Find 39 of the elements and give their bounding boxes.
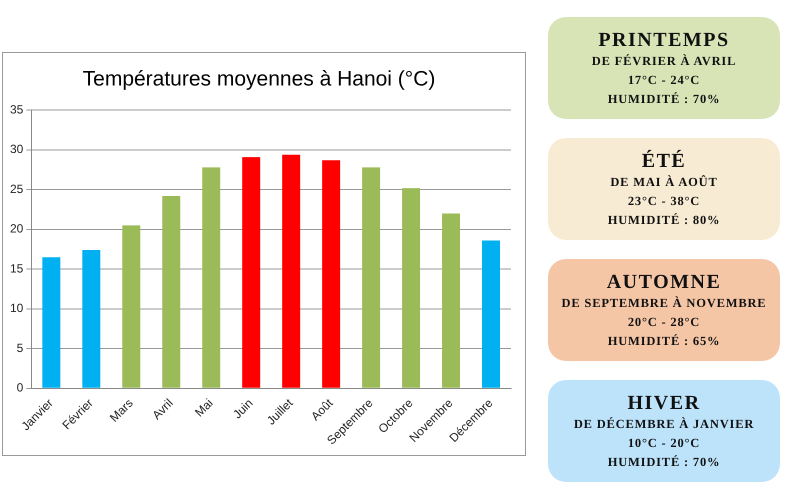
text: DE SEPTEMBRE À NOVEMBRE xyxy=(562,294,766,312)
bar xyxy=(402,188,420,388)
bar xyxy=(322,160,340,388)
y-tick-label: 20 xyxy=(10,222,24,236)
text: 17°C - 24°C xyxy=(628,72,700,88)
text: AUTOMNE xyxy=(606,270,722,294)
y-tick-label: 0 xyxy=(16,380,24,395)
chart-title: Températures moyennes à Hanoi (°C) xyxy=(82,67,436,90)
bar xyxy=(442,214,460,388)
bar xyxy=(242,157,260,388)
text: 10°C - 20°C xyxy=(628,434,700,452)
text: HUMIDITÉ : 70% xyxy=(608,454,720,470)
y-tick-label: 35 xyxy=(10,102,24,117)
text: 23°C - 38°C xyxy=(628,192,700,210)
x-tick-label: Juin xyxy=(230,396,256,422)
x-tick-label: Mai xyxy=(192,396,216,420)
text: DE MAI À AOÛT xyxy=(610,174,718,190)
text: DE DÉCEMBRE À JANVIER xyxy=(574,416,754,432)
text: HUMIDITÉ : 70% xyxy=(608,90,720,108)
text: DE FÉVRIER À AVRIL xyxy=(592,52,736,70)
y-tick-label: 30 xyxy=(10,142,24,156)
y-tick-label: 15 xyxy=(10,261,24,276)
bar xyxy=(482,240,500,388)
bar xyxy=(282,154,300,388)
text: HUMIDITÉ : 80% xyxy=(608,212,720,228)
bar xyxy=(82,250,100,388)
bar xyxy=(122,225,140,388)
text: 20°C - 28°C xyxy=(628,314,700,330)
y-tick-label: 5 xyxy=(16,340,24,355)
text: HIVER xyxy=(627,390,701,414)
bar xyxy=(202,167,220,388)
bar xyxy=(162,196,180,388)
text: ÉTÉ xyxy=(642,148,686,172)
text: HUMIDITÉ : 65% xyxy=(608,332,720,350)
bar xyxy=(42,257,60,388)
y-tick-label: 25 xyxy=(10,182,24,196)
y-tick-label: 10 xyxy=(10,301,24,316)
bar xyxy=(362,167,380,388)
text: PRINTEMPS xyxy=(598,28,730,52)
